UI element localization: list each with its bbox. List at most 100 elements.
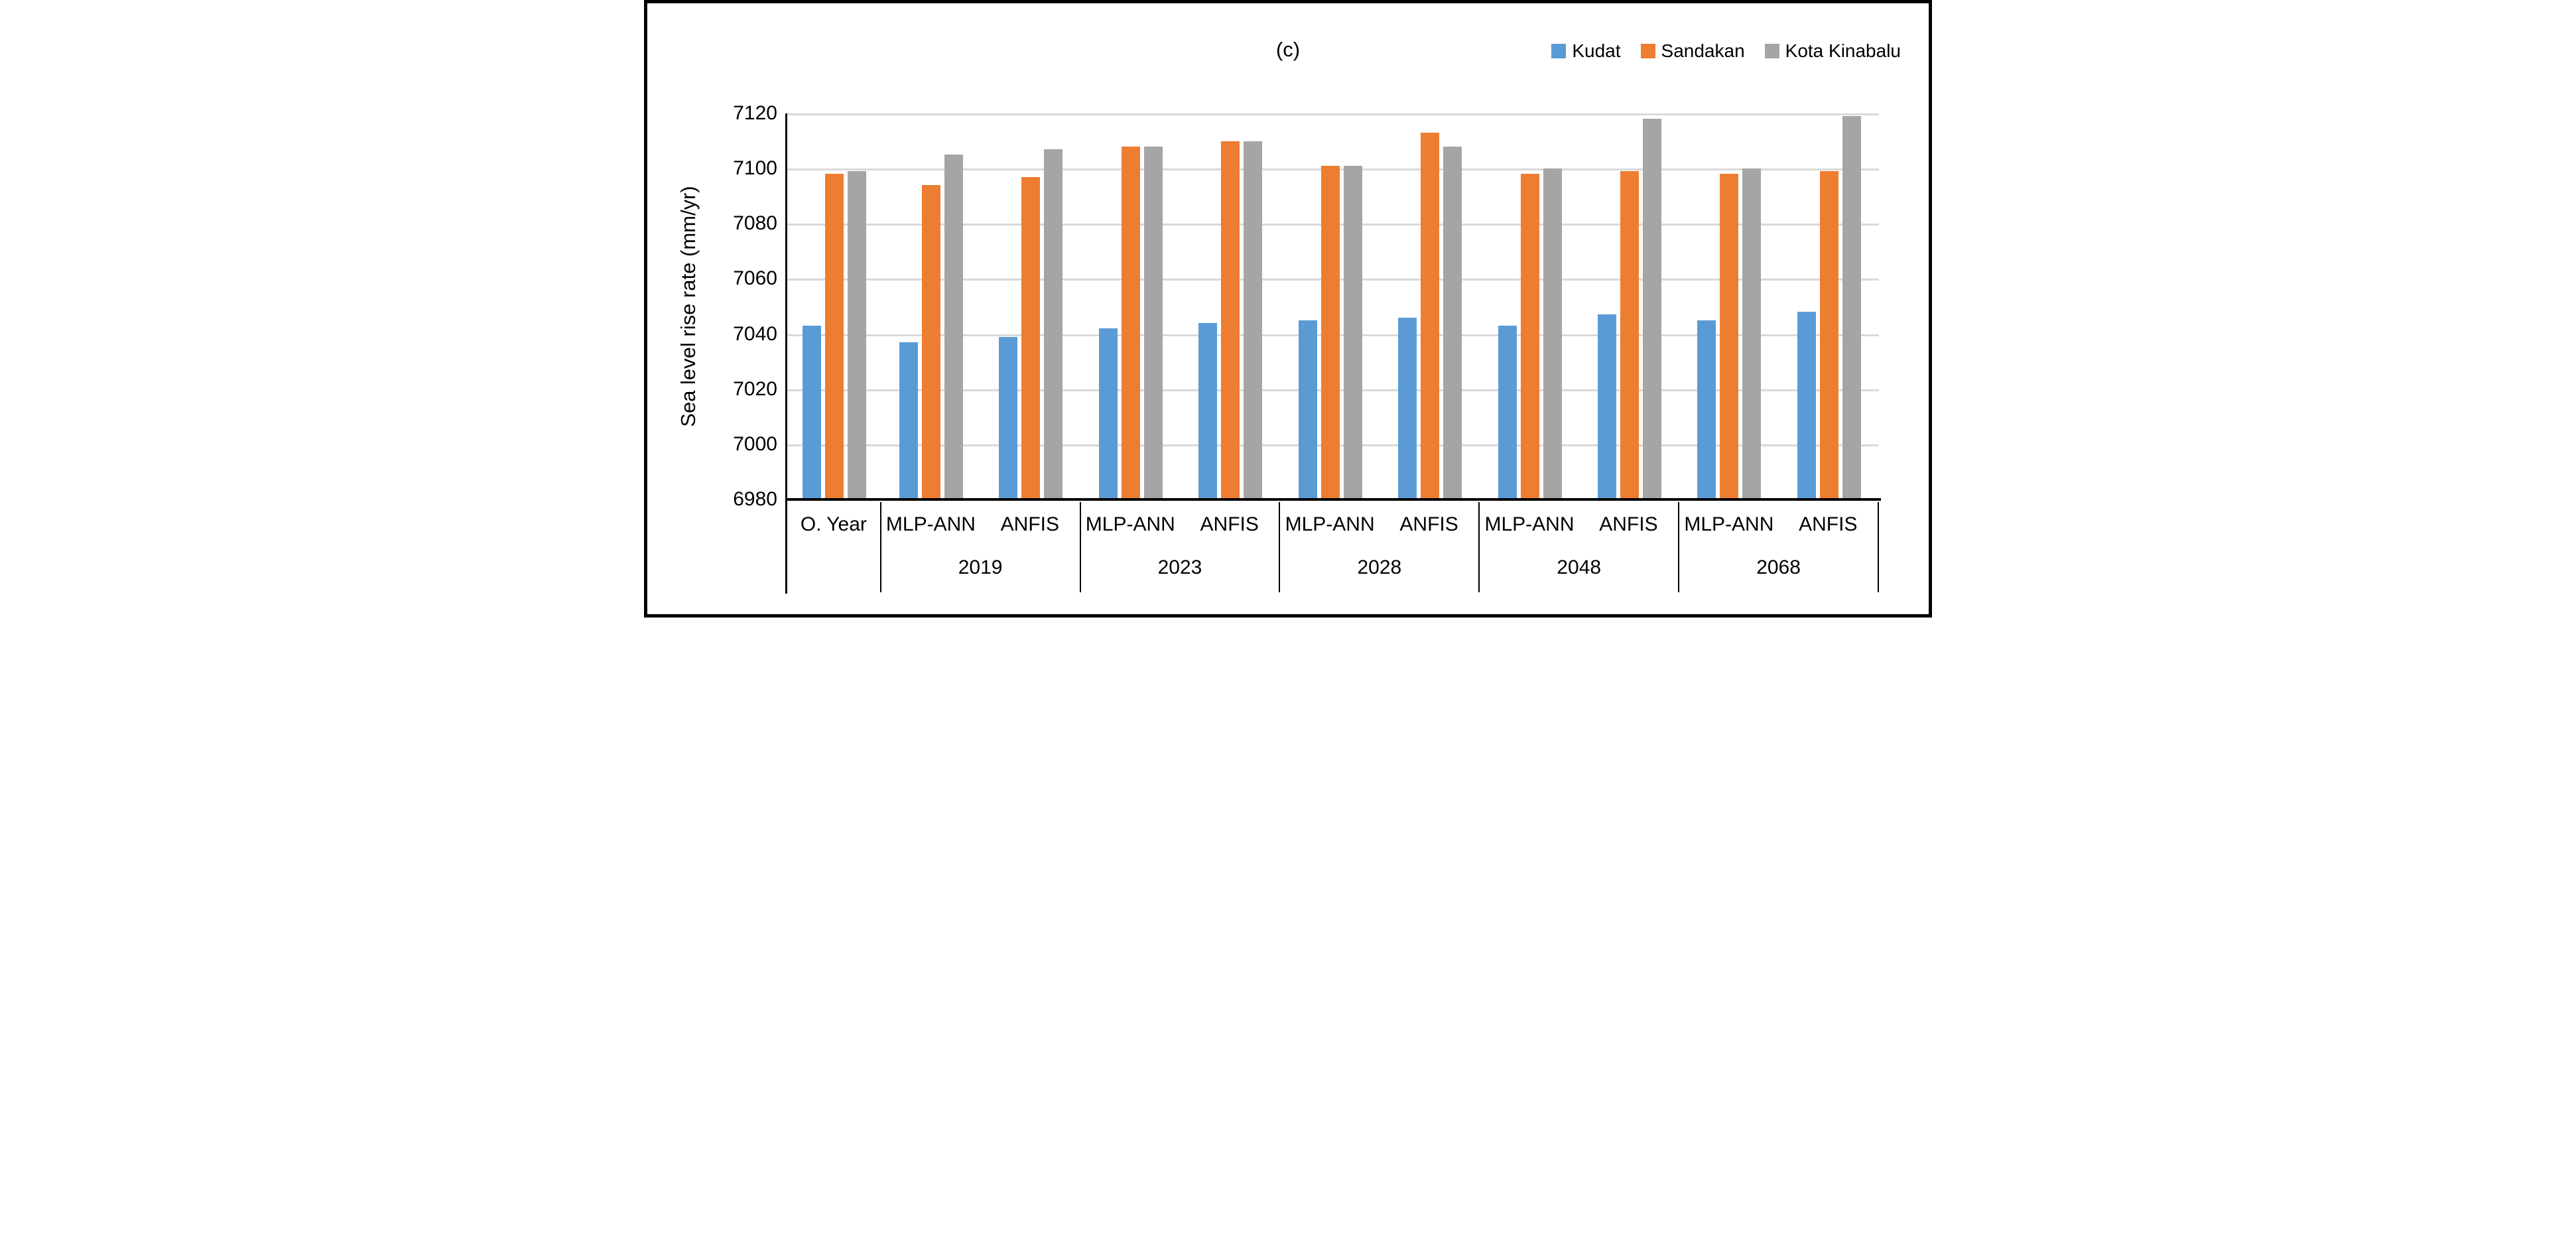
bar-kota-kinabalu <box>1244 141 1263 499</box>
bar-kota-kinabalu <box>1044 149 1063 499</box>
category-method-label: MLP-ANN <box>1085 513 1175 535</box>
bar-sandakan <box>1620 171 1639 499</box>
y-tick-label: 7060 <box>733 267 777 290</box>
category-year-label: 2019 <box>958 556 1003 578</box>
bars-row <box>881 113 1081 499</box>
y-axis-line <box>785 113 787 594</box>
bar-triplet <box>787 171 881 499</box>
bar-kudat <box>999 337 1018 499</box>
y-tick-label: 6980 <box>733 488 777 510</box>
panel-label: (c) <box>1275 38 1301 61</box>
category-label-block: MLP-ANN ANFIS 2068 <box>1679 502 1879 592</box>
category-year-label: 2023 <box>1157 556 1202 578</box>
category-group: MLP-ANN ANFIS 2019 <box>881 113 1081 592</box>
bar-sandakan <box>1021 177 1041 499</box>
category-group: MLP-ANN ANFIS 2028 <box>1280 113 1480 592</box>
y-tick-label: 7120 <box>733 102 777 124</box>
method-label-row: MLP-ANN ANFIS <box>1679 502 1878 547</box>
bar-kudat <box>802 326 821 499</box>
bar-kudat <box>1597 314 1616 499</box>
bar-kudat <box>1098 328 1118 499</box>
bar-triplet <box>1480 168 1579 499</box>
bar-kota-kinabalu <box>1443 147 1462 499</box>
category-year-label <box>787 547 880 592</box>
bar-sandakan <box>921 185 940 499</box>
y-tick-label: 7020 <box>733 377 777 400</box>
bar-triplet <box>1280 166 1380 499</box>
bars-row <box>1480 113 1679 499</box>
bars-row <box>1280 113 1480 499</box>
category-year-label: 2028 <box>1357 556 1402 578</box>
bar-triplet <box>1679 168 1779 499</box>
bar-sandakan <box>1520 174 1539 499</box>
category-group: MLP-ANN ANFIS 2048 <box>1480 113 1680 592</box>
bar-kota-kinabalu <box>1343 166 1362 499</box>
bar-sandakan <box>1819 171 1838 499</box>
category-method-label: MLP-ANN <box>1484 513 1575 535</box>
legend: Kudat Sandakan Kota Kinabalu <box>1551 40 1901 62</box>
method-label-row: MLP-ANN ANFIS <box>881 502 1080 547</box>
method-label-row: MLP-ANN ANFIS <box>1280 502 1478 547</box>
bar-sandakan <box>1720 174 1739 499</box>
bars-row <box>787 113 881 499</box>
chart-panel: (c) Kudat Sandakan Kota Kinabalu Sea lev… <box>644 0 1932 618</box>
method-label-row: MLP-ANN ANFIS <box>1480 502 1678 547</box>
bar-sandakan <box>1320 166 1340 499</box>
y-tick-label: 7000 <box>733 432 777 455</box>
bar-triplet <box>1380 133 1480 499</box>
bar-kudat <box>1498 326 1517 499</box>
legend-item-sandakan: Sandakan <box>1640 40 1745 62</box>
y-tick-label: 7040 <box>733 322 777 345</box>
category-group: MLP-ANN ANFIS 2068 <box>1679 113 1879 592</box>
category-method-label: MLP-ANN <box>885 513 976 535</box>
category-method-label: MLP-ANN <box>1684 513 1774 535</box>
bar-kota-kinabalu <box>847 171 866 499</box>
legend-label-kota-kinabalu: Kota Kinabalu <box>1785 40 1901 61</box>
bar-triplet <box>881 155 981 499</box>
legend-swatch-kudat <box>1551 44 1567 58</box>
bar-kudat <box>1198 323 1218 499</box>
category-label-block: MLP-ANN ANFIS 2019 <box>881 502 1081 592</box>
bar-sandakan <box>1121 147 1140 499</box>
legend-swatch-kota-kinabalu <box>1764 44 1779 58</box>
bar-kudat <box>1797 312 1816 499</box>
bar-kudat <box>1697 320 1716 499</box>
bars-row <box>1081 113 1281 499</box>
y-tick-label: 7080 <box>733 212 777 235</box>
category-year-label: 2048 <box>1557 556 1602 578</box>
legend-label-sandakan: Sandakan <box>1661 40 1745 61</box>
category-year-label: 2068 <box>1756 556 1801 578</box>
category-label-block: MLP-ANN ANFIS 2023 <box>1081 502 1281 592</box>
legend-item-kota-kinabalu: Kota Kinabalu <box>1764 40 1901 62</box>
bar-kota-kinabalu <box>1742 168 1762 499</box>
bar-kudat <box>899 342 918 499</box>
category-method-label: ANFIS <box>1599 513 1658 535</box>
bar-triplet <box>1081 147 1181 499</box>
category-method-label: ANFIS <box>1799 513 1858 535</box>
bar-kota-kinabalu <box>1842 116 1861 499</box>
category-method-label: MLP-ANN <box>1285 513 1375 535</box>
h-gridline <box>785 113 1879 115</box>
legend-item-kudat: Kudat <box>1551 40 1621 62</box>
bar-groups: O. Year MLP-ANN ANFIS 2019 MLP-ANN ANFIS 2023 M… <box>787 113 1879 592</box>
bar-kota-kinabalu <box>1143 147 1163 499</box>
bar-sandakan <box>1221 141 1240 499</box>
category-label-block: MLP-ANN ANFIS 2028 <box>1280 502 1480 592</box>
bar-kudat <box>1298 320 1317 499</box>
bar-kudat <box>1398 318 1417 499</box>
method-label-row: O. Year <box>787 502 880 547</box>
category-method-label: ANFIS <box>1000 513 1060 535</box>
bar-triplet <box>1779 116 1879 499</box>
category-label-block: MLP-ANN ANFIS 2048 <box>1480 502 1680 592</box>
bar-triplet <box>1181 141 1280 499</box>
bar-kota-kinabalu <box>1543 168 1562 499</box>
bar-sandakan <box>1421 133 1440 499</box>
bar-kota-kinabalu <box>944 155 963 499</box>
category-method-label: ANFIS <box>1399 513 1458 535</box>
bar-kota-kinabalu <box>1642 119 1661 499</box>
x-axis-line <box>785 498 1881 501</box>
category-group: O. Year <box>787 113 881 592</box>
y-tick-label: 7100 <box>733 157 777 180</box>
legend-swatch-sandakan <box>1640 44 1655 58</box>
bars-row <box>1679 113 1879 499</box>
